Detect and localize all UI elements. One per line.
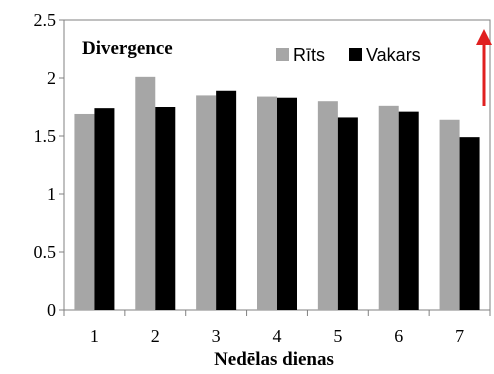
bar-vakars bbox=[337, 117, 358, 310]
x-axis-title: Nedēlas dienas bbox=[214, 349, 334, 370]
y-tick-label: 0 bbox=[47, 300, 56, 320]
x-tick-label: 2 bbox=[151, 326, 160, 346]
legend-swatch-rits bbox=[276, 48, 289, 61]
x-tick-label: 7 bbox=[455, 326, 464, 346]
bar-rits bbox=[257, 96, 277, 310]
legend-label-rits: Rīts bbox=[293, 45, 325, 65]
bar-rits bbox=[196, 95, 217, 311]
bar-rits bbox=[317, 101, 338, 310]
y-axis: 0 0.5 1 1.5 2 2.5 bbox=[34, 10, 64, 320]
up-arrow-icon bbox=[476, 29, 492, 106]
y-tick-label: 2 bbox=[47, 68, 56, 88]
x-axis: 1 2 3 4 5 6 7 bbox=[63, 310, 491, 346]
bar-vakars bbox=[155, 107, 176, 310]
bar-rits bbox=[135, 76, 156, 310]
bar-vakars bbox=[94, 108, 115, 310]
bar-vakars bbox=[459, 137, 480, 310]
legend: Rīts Vakars bbox=[276, 45, 421, 65]
bar-rits bbox=[378, 105, 399, 310]
bar-vakars bbox=[216, 90, 237, 310]
x-tick-label: 1 bbox=[90, 326, 99, 346]
y-tick-label: 0.5 bbox=[34, 242, 57, 262]
bar-vakars bbox=[398, 111, 419, 310]
bar-rits bbox=[439, 119, 460, 310]
y-tick-label: 1.5 bbox=[34, 126, 57, 146]
x-tick-label: 6 bbox=[394, 326, 403, 346]
x-tick-label: 4 bbox=[273, 326, 282, 346]
bars bbox=[74, 76, 480, 311]
legend-swatch-vakars bbox=[349, 48, 362, 61]
chart-title: Divergence bbox=[82, 38, 173, 59]
y-tick-label: 1 bbox=[47, 184, 56, 204]
y-tick-label: 2.5 bbox=[34, 10, 57, 30]
legend-label-vakars: Vakars bbox=[366, 45, 421, 65]
x-tick-label: 3 bbox=[212, 326, 221, 346]
bar-rits bbox=[74, 113, 95, 311]
x-tick-label: 5 bbox=[333, 326, 342, 346]
bar-vakars bbox=[277, 97, 297, 310]
